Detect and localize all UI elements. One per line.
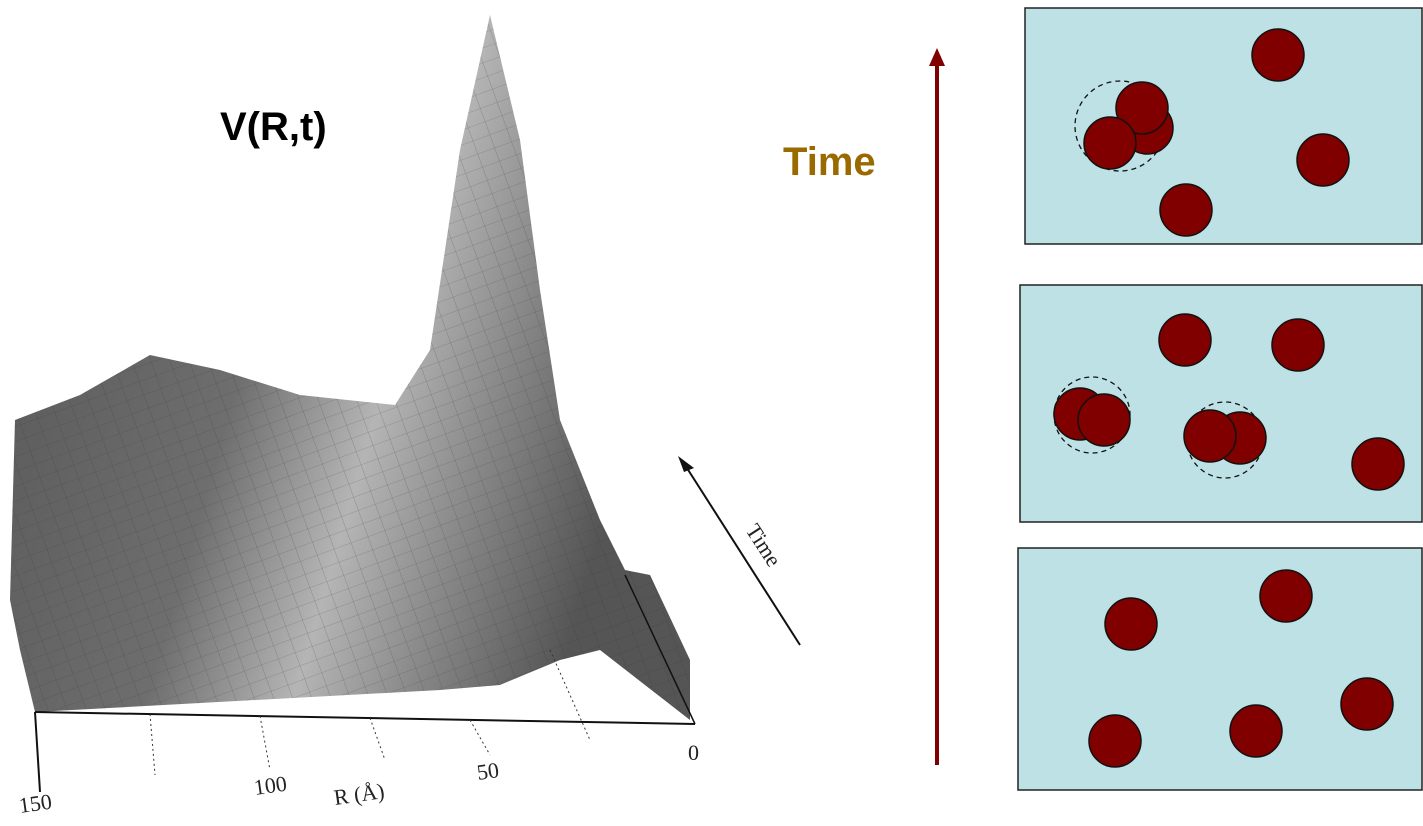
guide-line (150, 714, 155, 775)
guide-line (550, 650, 590, 740)
particle (1272, 319, 1324, 371)
timeline-label: Time (783, 140, 876, 184)
arrow-head (929, 48, 945, 66)
plot-title: V(R,t) (220, 105, 327, 149)
surface-mesh (10, 15, 690, 720)
surface-plot: 150 100 50 0 R (Å) Time V(R,t) (10, 15, 800, 818)
panel-middle (1020, 285, 1422, 522)
guide-line (470, 720, 490, 755)
particle (1084, 117, 1136, 169)
arrow-head (678, 456, 694, 472)
timeline: Time (783, 48, 945, 765)
x-tick-label: 0 (688, 740, 699, 765)
particle (1260, 570, 1312, 622)
figure: 150 100 50 0 R (Å) Time V(R,t) Time (0, 0, 1423, 826)
particle (1352, 438, 1404, 490)
panel-top (1025, 8, 1422, 244)
x-tick-label: 150 (17, 789, 53, 818)
x-tick-label: 50 (475, 757, 500, 785)
panel (1018, 548, 1422, 790)
particle (1159, 314, 1211, 366)
particle (1341, 678, 1393, 730)
particle (1184, 410, 1236, 462)
guide-line (260, 716, 270, 770)
particle (1078, 394, 1130, 446)
axis-line (35, 712, 40, 792)
particle (1160, 184, 1212, 236)
particle (1089, 715, 1141, 767)
x-tick-label: 100 (252, 771, 288, 800)
particle (1105, 598, 1157, 650)
particle (1230, 705, 1282, 757)
x-axis-label: R (Å) (332, 778, 386, 810)
guide-line (370, 718, 385, 760)
panel (1025, 8, 1422, 244)
panel-bottom (1018, 548, 1422, 790)
particle (1252, 29, 1304, 81)
page: {"plot": {"title": "V(R,t)", "time_label… (0, 0, 1423, 826)
particle (1297, 134, 1349, 186)
axis-line (35, 712, 695, 724)
